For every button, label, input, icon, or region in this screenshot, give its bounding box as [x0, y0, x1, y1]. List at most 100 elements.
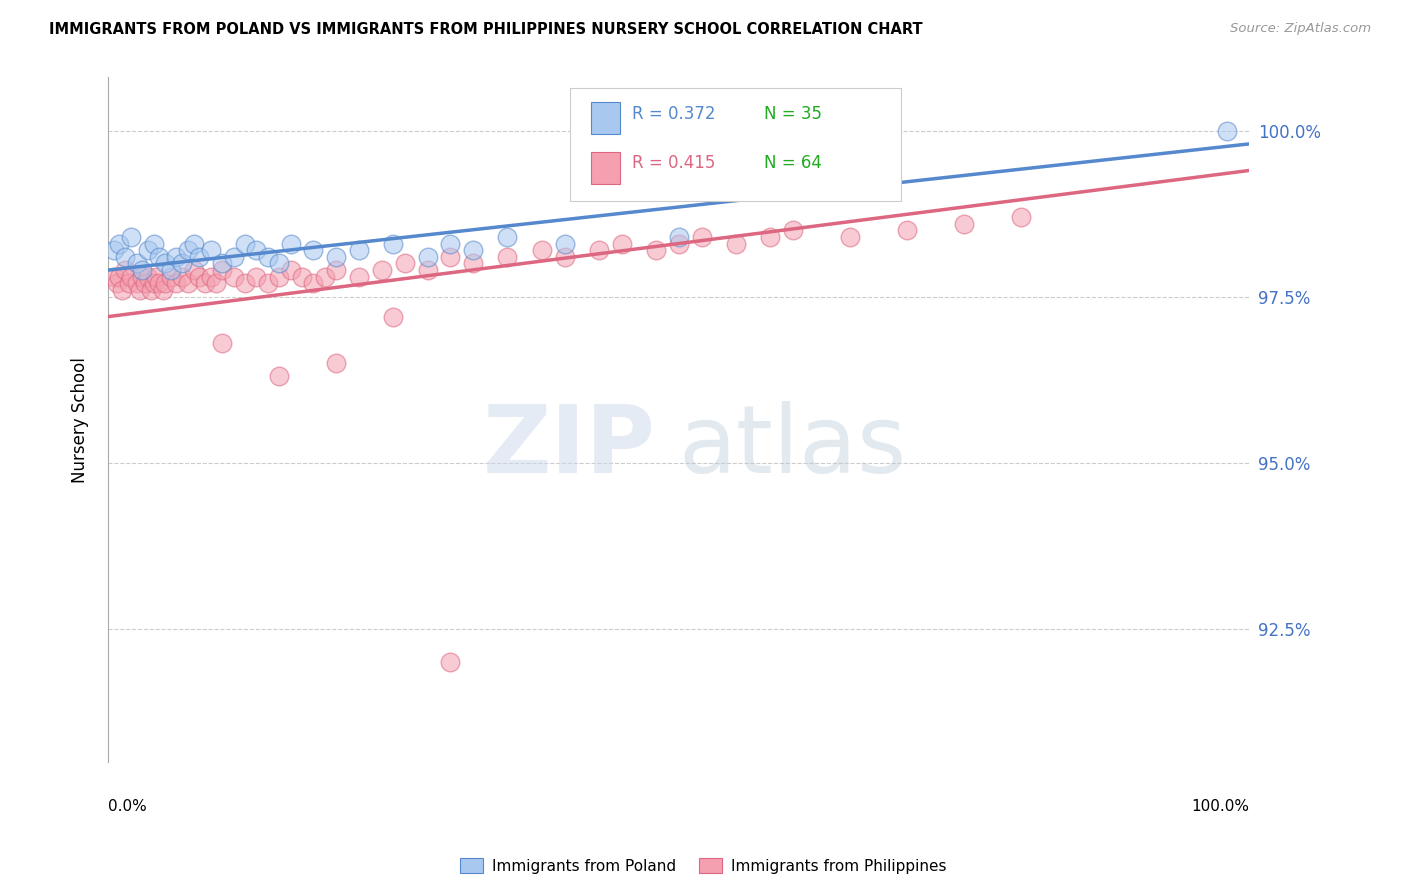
Point — [554, 236, 576, 251]
Legend: Immigrants from Poland, Immigrants from Philippines: Immigrants from Poland, Immigrants from … — [454, 852, 952, 880]
Point — [439, 236, 461, 251]
Text: 0.0%: 0.0% — [108, 799, 146, 814]
Point — [439, 655, 461, 669]
Point — [416, 250, 439, 264]
Point — [463, 256, 485, 270]
Point — [347, 269, 370, 284]
Point — [245, 269, 267, 284]
Point — [256, 250, 278, 264]
Point — [108, 269, 131, 284]
Point — [194, 277, 217, 291]
Point — [838, 230, 860, 244]
Point — [530, 243, 553, 257]
Point — [325, 250, 347, 264]
Point — [302, 277, 325, 291]
Point — [205, 277, 228, 291]
Point — [125, 256, 148, 270]
Point — [142, 236, 165, 251]
Point — [256, 277, 278, 291]
Point — [183, 236, 205, 251]
Point — [668, 230, 690, 244]
Point — [610, 236, 633, 251]
Point — [245, 243, 267, 257]
Point — [724, 236, 747, 251]
Point — [153, 256, 176, 270]
Point — [103, 243, 125, 257]
Point — [269, 369, 291, 384]
Point — [269, 269, 291, 284]
FancyBboxPatch shape — [591, 102, 620, 134]
Point — [644, 243, 666, 257]
Point — [120, 269, 142, 284]
Point — [153, 277, 176, 291]
Text: atlas: atlas — [679, 401, 907, 493]
Point — [200, 269, 222, 284]
Point — [382, 236, 405, 251]
Point — [188, 250, 211, 264]
Point — [463, 243, 485, 257]
Point — [953, 217, 976, 231]
Point — [1215, 123, 1237, 137]
Point — [394, 256, 416, 270]
Point — [120, 230, 142, 244]
Point — [134, 277, 156, 291]
Point — [117, 277, 139, 291]
Text: ZIP: ZIP — [484, 401, 655, 493]
Point — [166, 277, 188, 291]
Point — [159, 269, 181, 284]
Point — [177, 277, 200, 291]
Point — [554, 250, 576, 264]
Point — [496, 230, 519, 244]
Point — [114, 263, 136, 277]
Point — [416, 263, 439, 277]
Point — [371, 263, 394, 277]
Point — [200, 243, 222, 257]
Point — [159, 263, 181, 277]
Point — [172, 256, 194, 270]
Point — [111, 283, 134, 297]
Text: IMMIGRANTS FROM POLAND VS IMMIGRANTS FROM PHILIPPINES NURSERY SCHOOL CORRELATION: IMMIGRANTS FROM POLAND VS IMMIGRANTS FRO… — [49, 22, 922, 37]
Text: N = 64: N = 64 — [765, 154, 823, 172]
Point — [125, 277, 148, 291]
Point — [302, 243, 325, 257]
Point — [211, 336, 233, 351]
Y-axis label: Nursery School: Nursery School — [72, 357, 89, 483]
Point — [136, 243, 159, 257]
FancyBboxPatch shape — [591, 152, 620, 184]
Point — [172, 269, 194, 284]
Point — [325, 356, 347, 370]
Text: 100.0%: 100.0% — [1191, 799, 1250, 814]
Point — [269, 256, 291, 270]
Point — [211, 256, 233, 270]
Point — [152, 283, 174, 297]
Point — [314, 269, 336, 284]
Point — [105, 277, 128, 291]
Point — [145, 269, 167, 284]
Point — [291, 269, 314, 284]
Point — [496, 250, 519, 264]
Point — [233, 236, 256, 251]
Point — [347, 243, 370, 257]
Point — [782, 223, 804, 237]
Text: R = 0.415: R = 0.415 — [631, 154, 716, 172]
Point — [896, 223, 918, 237]
Point — [280, 236, 302, 251]
Point — [439, 250, 461, 264]
Point — [177, 243, 200, 257]
Point — [148, 250, 170, 264]
Point — [108, 236, 131, 251]
Point — [280, 263, 302, 277]
Point — [668, 236, 690, 251]
Point — [188, 269, 211, 284]
Text: R = 0.372: R = 0.372 — [631, 104, 716, 123]
Point — [142, 277, 165, 291]
Point — [382, 310, 405, 324]
Point — [211, 263, 233, 277]
Point — [690, 230, 713, 244]
Point — [233, 277, 256, 291]
Point — [148, 277, 170, 291]
Point — [588, 243, 610, 257]
Point — [222, 250, 245, 264]
Text: N = 35: N = 35 — [765, 104, 823, 123]
Point — [1010, 210, 1032, 224]
